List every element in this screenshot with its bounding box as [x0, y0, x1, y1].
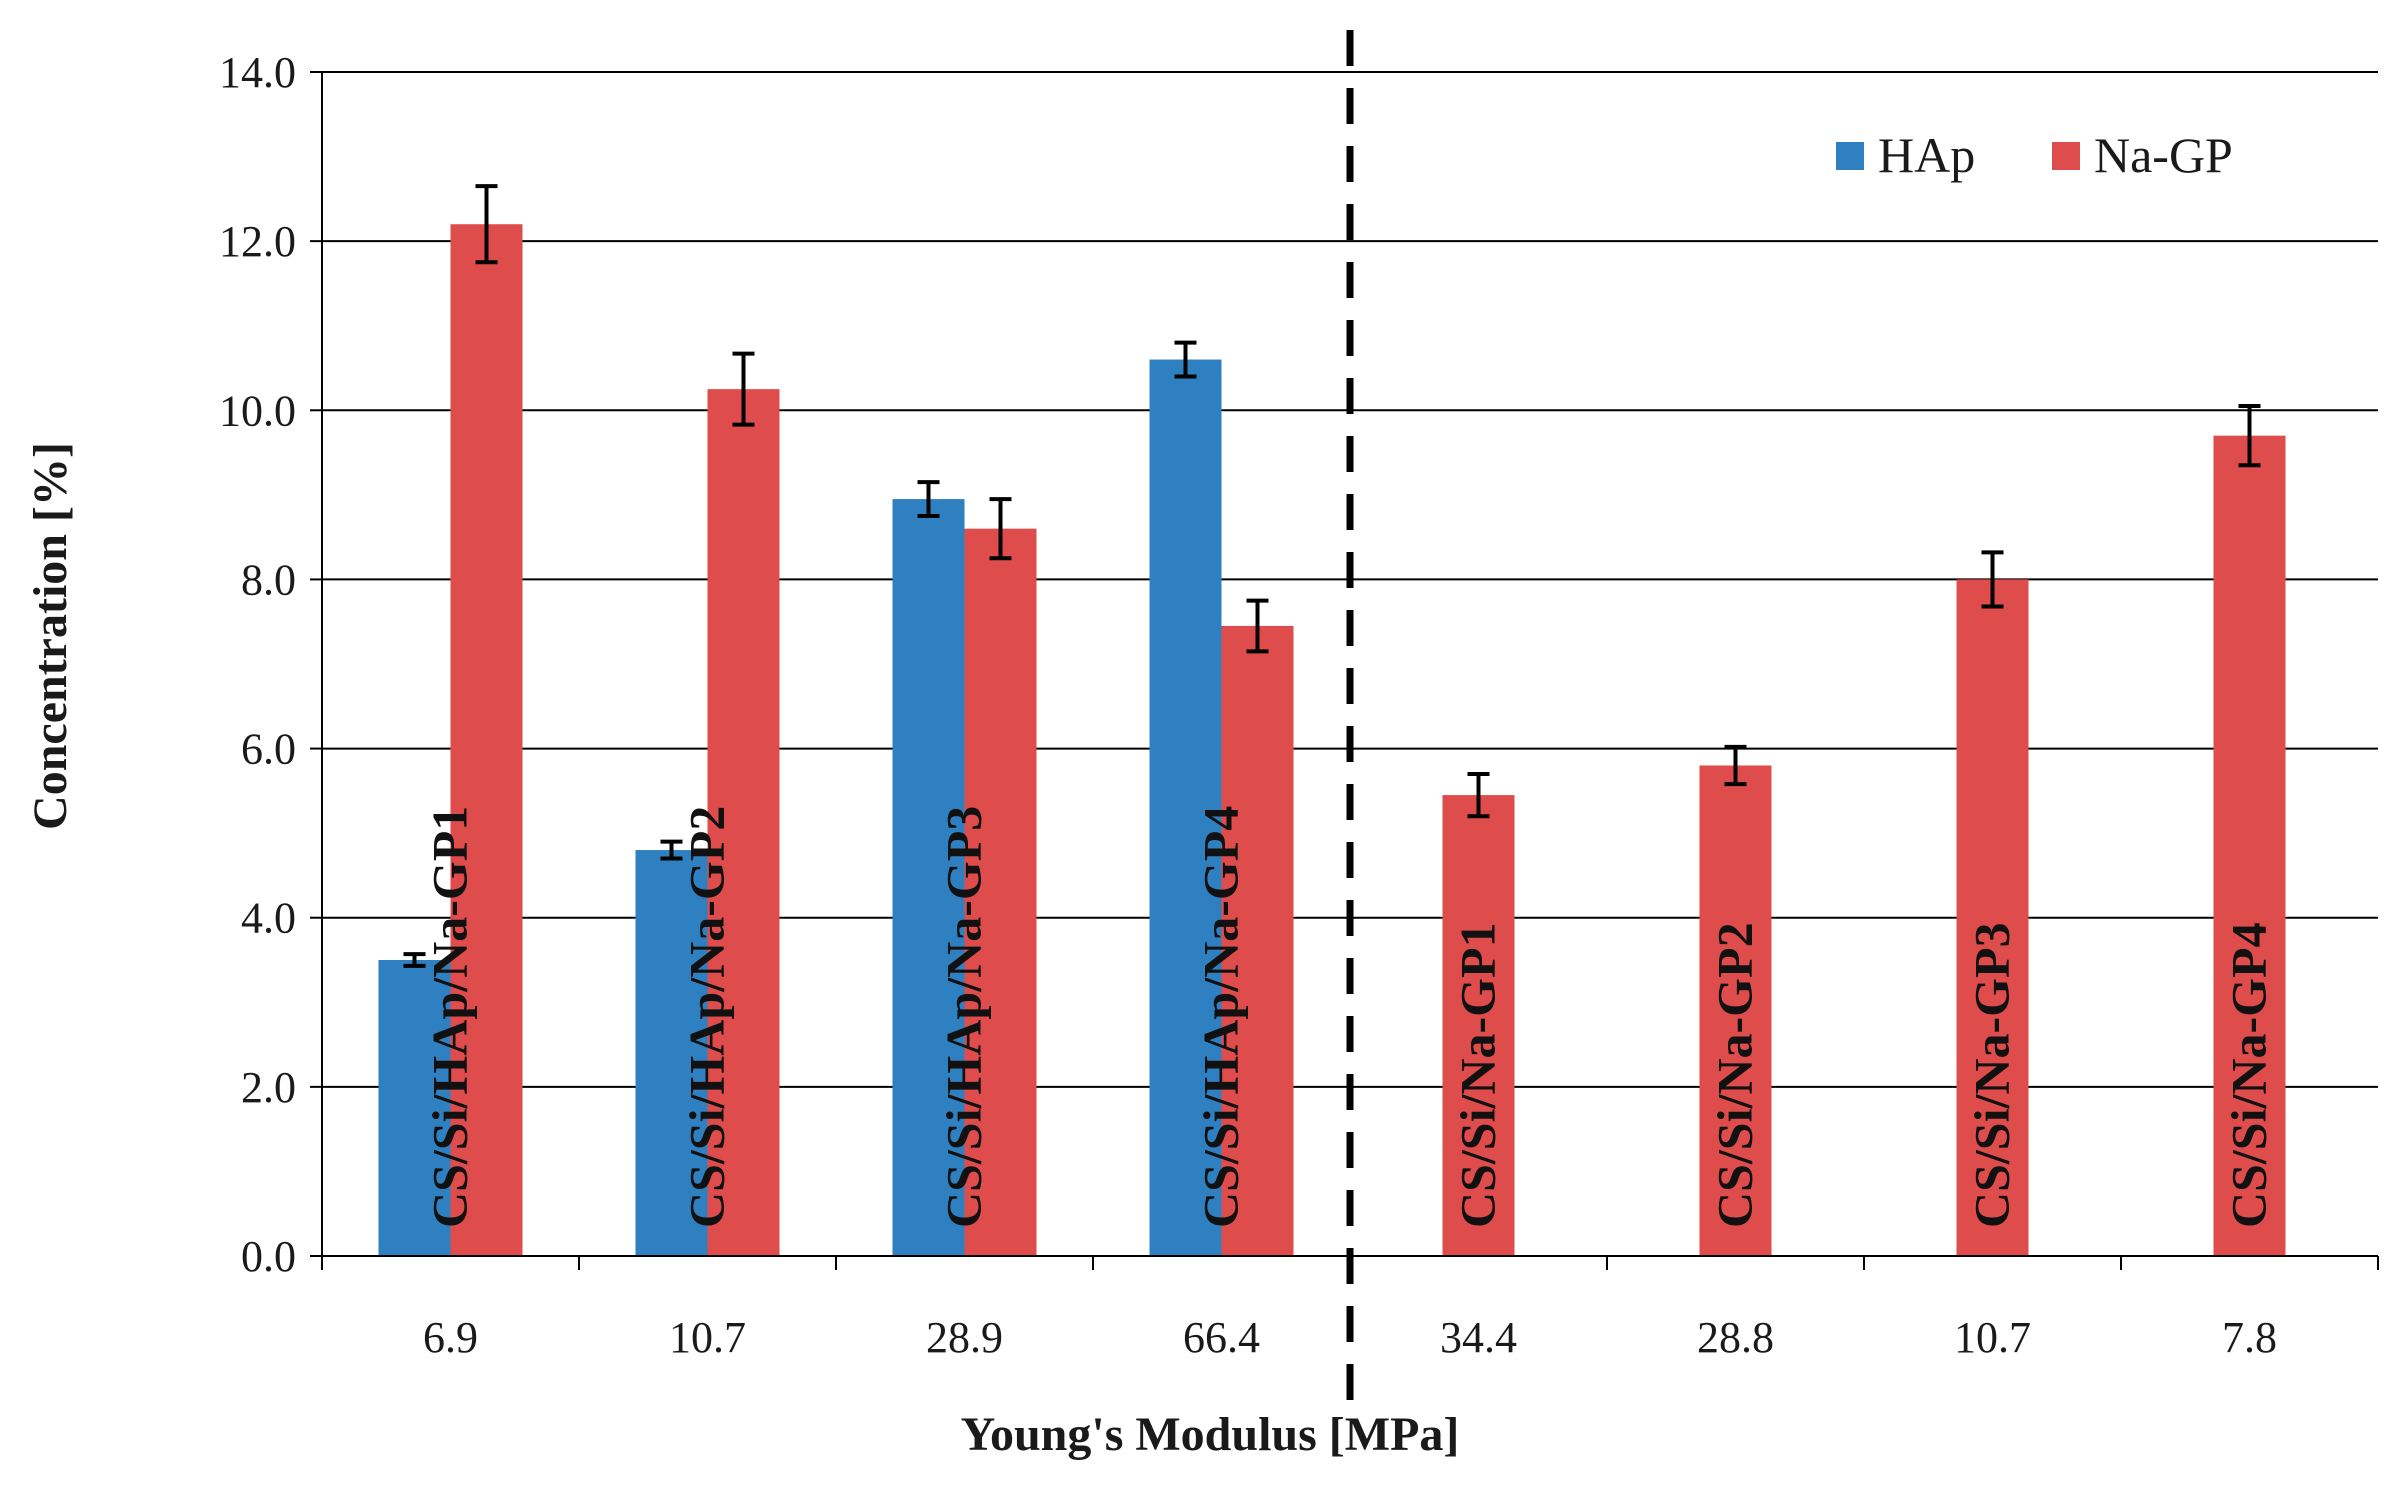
group-label: CS/Si/HAp/Na-GP2	[679, 806, 735, 1228]
axes: 0.0 2.0 4.0 6.0 8.0 10.0 12.0 14.0 6.9 10.7 28.9 66…	[219, 30, 2379, 1412]
bar-hap	[635, 850, 708, 1256]
y-tick-label: 2.0	[241, 1063, 296, 1112]
bar-na-gp	[1221, 625, 1294, 1256]
bar-na-gp	[1956, 579, 2029, 1256]
bar-hap	[378, 960, 451, 1256]
x-tick-label: 28.9	[926, 1313, 1003, 1362]
y-tick-label: 4.0	[241, 894, 296, 943]
group-label: CS/Si/HAp/Na-GP1	[422, 806, 478, 1228]
y-tick-label: 0.0	[241, 1232, 296, 1281]
bar-labels: CS/Si/HAp/Na-GP1 CS/Si/HAp/Na-GP2 CS/Si/HA…	[422, 806, 2277, 1228]
bar-na-gp	[1442, 795, 1515, 1256]
legend-label-hap: HAp	[1878, 127, 1975, 183]
bars	[378, 184, 2286, 1257]
y-tick-label: 6.0	[241, 725, 296, 774]
y-tick-label: 14.0	[219, 48, 296, 97]
x-tick-label: 10.7	[669, 1313, 746, 1362]
y-axis-title: Concentration [%]	[24, 442, 77, 830]
bar-na-gp	[964, 528, 1037, 1256]
x-axis-title: Young's Modulus [MPa]	[961, 1408, 1460, 1461]
x-tick-label: 66.4	[1183, 1313, 1260, 1362]
y-tick-label: 10.0	[219, 386, 296, 435]
y-tick-label: 12.0	[219, 217, 296, 266]
x-tick-label: 7.8	[2222, 1313, 2277, 1362]
x-tick-label: 34.4	[1440, 1313, 1517, 1362]
group-label: CS/Si/Na-GP1	[1450, 922, 1506, 1228]
group-label: CS/Si/Na-GP2	[1707, 922, 1763, 1228]
group-label: CS/Si/HAp/Na-GP3	[936, 806, 992, 1228]
legend: HAp Na-GP	[1836, 127, 2233, 183]
bar-na-gp	[2213, 435, 2286, 1257]
bar-na-gp	[707, 389, 780, 1257]
x-tick-label: 10.7	[1954, 1313, 2031, 1362]
legend-label-na-gp: Na-GP	[2094, 127, 2233, 183]
bar-na-gp	[1699, 765, 1772, 1256]
x-tick-label: 6.9	[423, 1313, 478, 1362]
y-tick-label: 8.0	[241, 555, 296, 604]
bar-hap	[892, 499, 965, 1257]
group-label: CS/Si/HAp/Na-GP4	[1193, 806, 1249, 1228]
legend-swatch-na-gp	[2052, 142, 2080, 170]
legend-swatch-hap	[1836, 142, 1864, 170]
group-label: CS/Si/Na-GP3	[1964, 922, 2020, 1228]
group-label: CS/Si/Na-GP4	[2221, 922, 2277, 1228]
bar-na-gp	[450, 224, 523, 1257]
x-tick-label: 28.8	[1697, 1313, 1774, 1362]
bar-hap	[1149, 359, 1222, 1256]
